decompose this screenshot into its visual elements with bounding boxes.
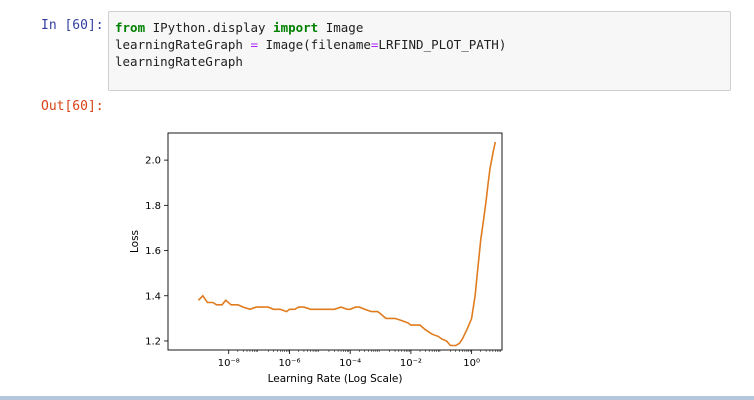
module-name: IPython.display [145,20,274,35]
x-tick-label: 10⁰ [463,358,480,369]
assign-operator: = [250,37,258,52]
output-area: 1.2 1.4 1.6 1.8 2.0 10⁻⁸ 10⁻⁶ 10⁻⁴ 10⁻² 10⁰ Loss… [108,100,728,390]
output-prompt: Out[60]: [41,99,104,114]
loss-series-line [197,141,497,347]
input-prompt: In [60]: [41,18,104,33]
keyword-from: from [115,20,146,35]
x-axis-label: Learning Rate (Log Scale) [268,373,403,385]
x-tick-label: 10⁻⁴ [339,358,361,369]
keyword-import: import [273,20,319,35]
kwarg-value: LRFIND_PLOT_PATH) [378,37,507,52]
x-tick-label: 10⁻⁸ [218,358,240,369]
assign-rhs: Image(filename [258,37,371,52]
import-name: Image [318,20,364,35]
display-expression: learningRateGraph [115,54,243,69]
y-tick-label: 1.2 [145,336,161,347]
y-tick-label: 1.8 [145,201,161,212]
code-cell[interactable]: from IPython.display import Image learni… [108,11,731,91]
x-tick-label: 10⁻² [400,358,422,369]
lr-find-chart: 1.2 1.4 1.6 1.8 2.0 10⁻⁸ 10⁻⁶ 10⁻⁴ 10⁻² 10⁰ Loss… [129,132,503,385]
x-tick-label: 10⁻⁶ [278,358,300,369]
cell-bottom-border [0,396,754,400]
code-editor[interactable]: from IPython.display import Image learni… [115,19,506,70]
kwarg-operator: = [370,37,379,52]
assign-lhs: learningRateGraph [115,37,251,52]
y-tick-label: 1.6 [145,246,161,257]
y-axis-label: Loss [129,230,141,253]
y-tick-label: 1.4 [145,291,161,302]
plot-frame [167,132,503,351]
y-tick-label: 2.0 [145,156,161,167]
